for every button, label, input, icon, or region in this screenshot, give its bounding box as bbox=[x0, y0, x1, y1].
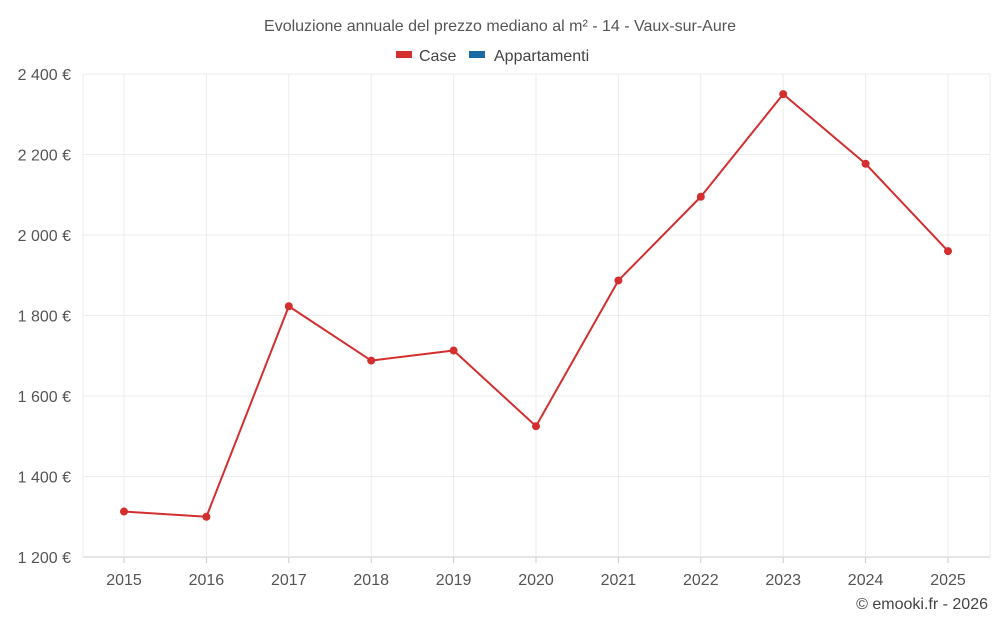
series-case bbox=[120, 90, 952, 521]
y-tick-label: 2 200 € bbox=[18, 148, 71, 165]
y-tick-label: 1 400 € bbox=[18, 470, 71, 487]
legend-label-appartamenti: Appartamenti bbox=[494, 48, 589, 65]
data-point-case-2020[interactable] bbox=[532, 422, 540, 431]
data-point-case-2016[interactable] bbox=[202, 512, 211, 521]
legend-label-case: Case bbox=[419, 48, 456, 65]
data-point-case-2015[interactable] bbox=[120, 507, 128, 516]
y-tick-label: 2 000 € bbox=[18, 228, 71, 245]
x-axis: 2015 2016 2017 2018 2019 2020 2021 2022 2023 2024… bbox=[106, 557, 966, 589]
x-tick-label: 2025 bbox=[930, 572, 966, 589]
legend: Case Appartamenti bbox=[396, 48, 589, 65]
y-tick-label: 2 400 € bbox=[18, 67, 71, 84]
legend-item-appartamenti[interactable]: Appartamenti bbox=[469, 48, 589, 65]
chart-title: Evoluzione annuale del prezzo mediano al… bbox=[264, 18, 736, 35]
legend-swatch-appartamenti bbox=[469, 51, 485, 58]
data-point-case-2018[interactable] bbox=[367, 356, 376, 365]
data-point-case-2021[interactable] bbox=[614, 276, 623, 285]
x-tick-label: 2019 bbox=[436, 572, 472, 589]
y-axis: 1 200 € 1 400 € 1 600 € 1 800 € 2 000 € 2 200… bbox=[18, 67, 71, 567]
x-tick-label: 2021 bbox=[601, 572, 637, 589]
data-point-case-2022[interactable] bbox=[696, 192, 705, 201]
x-tick-label: 2020 bbox=[518, 572, 554, 589]
y-tick-label: 1 600 € bbox=[18, 389, 71, 406]
y-tick-label: 1 200 € bbox=[18, 550, 71, 567]
x-tick-label: 2018 bbox=[353, 572, 389, 589]
x-tick-label: 2022 bbox=[683, 572, 719, 589]
grid bbox=[82, 73, 991, 558]
data-point-case-2025[interactable] bbox=[944, 247, 952, 256]
data-point-case-2019[interactable] bbox=[449, 346, 458, 355]
credit-text: © emooki.fr - 2026 bbox=[856, 596, 988, 613]
x-tick-label: 2016 bbox=[189, 572, 225, 589]
y-tick-label: 1 800 € bbox=[18, 309, 71, 326]
x-tick-label: 2023 bbox=[765, 572, 801, 589]
x-tick-label: 2024 bbox=[848, 572, 884, 589]
x-tick-label: 2017 bbox=[271, 572, 307, 589]
data-point-case-2017[interactable] bbox=[284, 302, 293, 311]
data-point-case-2024[interactable] bbox=[861, 159, 870, 168]
data-point-case-2023[interactable] bbox=[779, 90, 788, 99]
x-tick-label: 2015 bbox=[106, 572, 142, 589]
legend-swatch-case bbox=[396, 51, 412, 58]
legend-item-case[interactable]: Case bbox=[396, 48, 456, 65]
